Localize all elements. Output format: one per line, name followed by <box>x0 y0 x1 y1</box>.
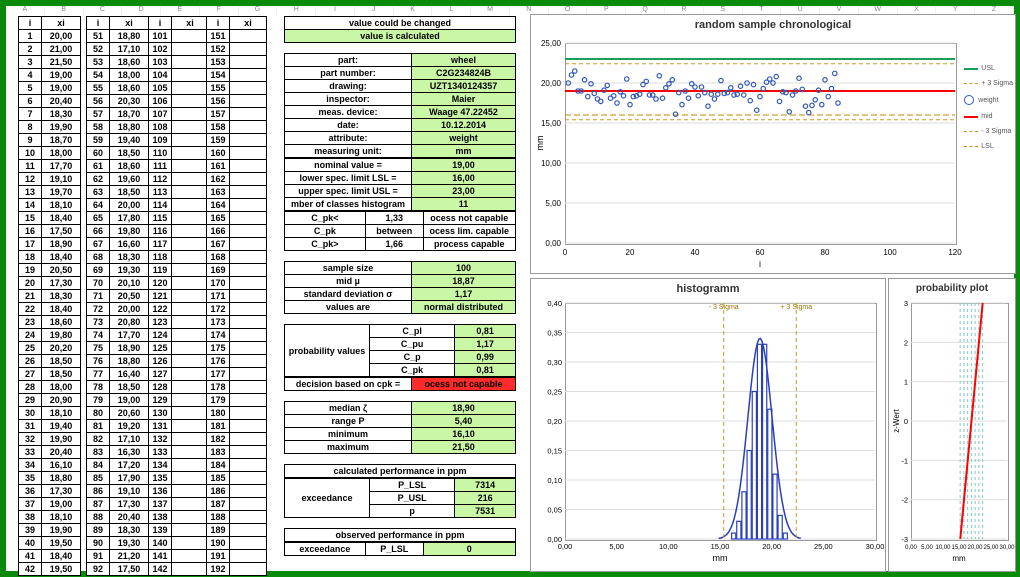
svg-text:-1: -1 <box>901 456 908 465</box>
svg-text:25,00: 25,00 <box>814 542 833 551</box>
parameter-panel: value could be changedvalue is calculate… <box>284 16 516 556</box>
lbl-calculated: value is calculated <box>285 30 516 43</box>
chrono-chart: random sample chronological 0,005,0010,0… <box>530 14 1016 274</box>
svg-text:0,00: 0,00 <box>558 542 573 551</box>
app-frame: ABCDEFGHIJKLMNOPQRSTUVWXYZ ixi120,00221,… <box>0 0 1020 577</box>
svg-text:15,00: 15,00 <box>711 542 730 551</box>
svg-text:0,10: 0,10 <box>547 476 562 485</box>
svg-text:0,20: 0,20 <box>547 417 562 426</box>
chrono-legend: USL+ 3 Sigmaweightmid- 3 SigmaLSL <box>964 65 1013 158</box>
svg-text:80: 80 <box>821 248 830 257</box>
svg-text:20,00: 20,00 <box>967 545 983 551</box>
svg-text:+ 3 Sigma: + 3 Sigma <box>780 304 812 311</box>
svg-text:0,15: 0,15 <box>547 447 562 456</box>
histogram-chart: histogramm 0,000,050,100,150,200,250,300… <box>530 278 886 572</box>
svg-text:0,00: 0,00 <box>905 545 917 551</box>
svg-text:100: 100 <box>883 248 897 257</box>
svg-text:25,00: 25,00 <box>541 39 562 48</box>
svg-text:20,00: 20,00 <box>541 79 562 88</box>
svg-text:10,00: 10,00 <box>659 542 678 551</box>
svg-text:0,30: 0,30 <box>547 358 562 367</box>
data-table-3[interactable]: ixi1011021031041051061071081091101111121… <box>148 16 209 576</box>
data-table-1[interactable]: ixi120,00221,00321,50419,00519,00620,407… <box>18 16 81 576</box>
svg-text:10,00: 10,00 <box>935 545 951 551</box>
svg-text:mm: mm <box>535 136 545 151</box>
svg-text:mm: mm <box>952 554 966 563</box>
svg-text:0,35: 0,35 <box>547 329 562 338</box>
svg-text:5,00: 5,00 <box>545 199 561 208</box>
svg-text:20: 20 <box>626 248 635 257</box>
svg-text:0: 0 <box>563 248 568 257</box>
svg-text:30,00: 30,00 <box>866 542 885 551</box>
svg-text:0: 0 <box>904 417 908 426</box>
svg-text:0,40: 0,40 <box>547 299 562 308</box>
svg-text:i: i <box>759 259 761 269</box>
svg-text:0,05: 0,05 <box>547 506 562 515</box>
svg-text:0,00: 0,00 <box>545 239 561 248</box>
svg-text:2: 2 <box>904 338 908 347</box>
svg-text:-3: -3 <box>901 535 908 544</box>
svg-text:40: 40 <box>691 248 700 257</box>
lbl-could-change: value could be changed <box>285 17 516 30</box>
probability-plot: probability plot -3-2-101230,005,0010,00… <box>888 278 1016 572</box>
spreadsheet-area: ABCDEFGHIJKLMNOPQRSTUVWXYZ ixi120,00221,… <box>6 6 1014 571</box>
svg-text:120: 120 <box>948 248 962 257</box>
svg-text:3: 3 <box>904 299 908 308</box>
svg-text:10,00: 10,00 <box>541 159 562 168</box>
svg-text:-2: -2 <box>901 496 908 505</box>
svg-text:15,00: 15,00 <box>541 119 562 128</box>
svg-text:- 3 Sigma: - 3 Sigma <box>709 304 739 311</box>
svg-text:5,00: 5,00 <box>921 545 933 551</box>
svg-text:0,25: 0,25 <box>547 388 562 397</box>
svg-text:60: 60 <box>756 248 765 257</box>
svg-text:mm: mm <box>713 553 728 563</box>
data-table-2[interactable]: ixi5118,805217,105318,605418,005518,6056… <box>86 16 149 576</box>
svg-text:25,00: 25,00 <box>983 545 999 551</box>
data-table-4[interactable]: ixi1511521531541551561571581591601611621… <box>206 16 267 576</box>
svg-text:5,00: 5,00 <box>609 542 624 551</box>
svg-text:1: 1 <box>904 378 908 387</box>
svg-text:z-Wert: z-Wert <box>892 409 901 433</box>
svg-text:15,00: 15,00 <box>951 545 967 551</box>
svg-text:30,00: 30,00 <box>999 545 1015 551</box>
svg-text:20,00: 20,00 <box>762 542 781 551</box>
